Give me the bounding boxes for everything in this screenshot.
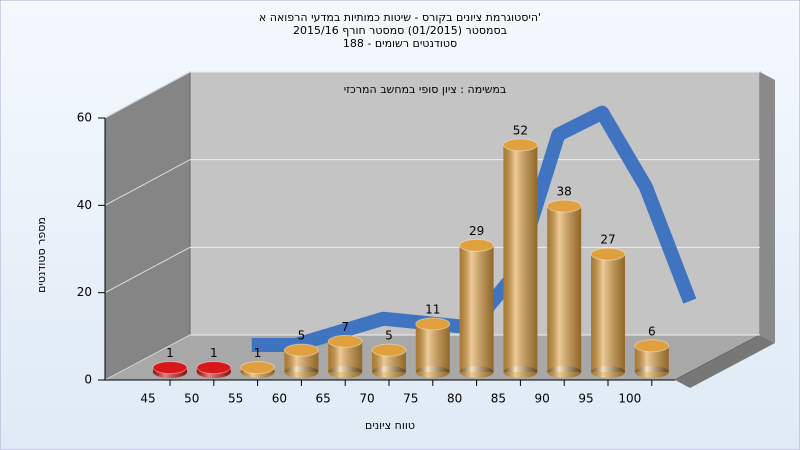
bar-shade	[372, 350, 406, 372]
x-tick-label: 65	[316, 392, 331, 406]
bar-shade	[415, 323, 450, 372]
grid-line	[104, 246, 191, 294]
bar	[371, 343, 407, 378]
bar-shade	[284, 350, 319, 372]
value-label: 29	[469, 224, 484, 238]
value-label: 1	[254, 346, 262, 360]
y-tick-label: 20	[77, 285, 92, 299]
bar-top	[590, 247, 626, 261]
value-label: 5	[385, 329, 393, 343]
bar	[546, 199, 582, 378]
bar-top	[283, 343, 319, 357]
x-tick-label: 85	[491, 392, 506, 406]
floor-edge	[675, 335, 775, 388]
x-tick-label: 90	[535, 392, 550, 406]
value-label: 1	[210, 346, 218, 360]
chart-title: סטודנטים רשומים - 188	[343, 37, 457, 50]
grid-line	[104, 334, 191, 381]
bar	[152, 361, 188, 378]
wall-edge	[760, 72, 775, 343]
bar	[590, 247, 626, 378]
bar	[327, 334, 363, 378]
bar-shade	[591, 254, 625, 372]
grid-line	[104, 71, 191, 119]
bar-top	[415, 317, 451, 331]
x-tick-label: 80	[447, 392, 462, 406]
y-tick-label: 0	[84, 373, 92, 387]
x-tick-label: 55	[228, 392, 243, 406]
bar	[502, 138, 538, 378]
chart-title: היסטוגרמת ציונים בקורס - שיטות כמותיות ב…	[259, 11, 541, 24]
left-wall	[104, 71, 191, 381]
bar-top	[634, 339, 670, 353]
bar-shade	[547, 206, 582, 372]
bar-shade	[459, 245, 494, 372]
bar-top	[502, 138, 538, 152]
bar	[196, 361, 232, 378]
x-axis-label: טווח ציונים	[365, 419, 415, 432]
chart-title: בסמסטר (01/2015) סמסטר חורף 2015/16	[293, 24, 507, 37]
x-tick-label: 60	[272, 392, 287, 406]
x-tick-label: 95	[578, 392, 593, 406]
bar-top	[546, 199, 582, 213]
bar	[240, 361, 276, 378]
bar-top	[240, 361, 276, 375]
value-label: 1	[166, 346, 174, 360]
chart-subtitle: במשימה : ציון סופי במחשב המרכזי	[344, 83, 507, 96]
x-tick-label: 100	[618, 392, 641, 406]
y-tick-label: 40	[77, 198, 92, 212]
x-tick-label: 70	[359, 392, 374, 406]
bar	[415, 317, 451, 378]
value-label: 6	[648, 324, 656, 338]
bar	[459, 238, 495, 378]
value-label: 27	[600, 233, 615, 247]
value-label: 7	[341, 320, 349, 334]
value-label: 11	[425, 302, 440, 316]
value-label: 5	[298, 329, 306, 343]
bar-top	[327, 334, 363, 348]
bar-top	[152, 361, 188, 375]
grid-line	[104, 159, 191, 206]
bar	[634, 339, 670, 378]
x-tick-label: 50	[184, 392, 199, 406]
bar	[283, 343, 319, 378]
x-tick-label: 75	[403, 392, 418, 406]
x-tick-label: 45	[140, 392, 155, 406]
y-axis-label: מספר סטודנטים	[35, 217, 48, 293]
bar-top	[371, 343, 407, 357]
bar-shade	[503, 144, 538, 372]
y-tick-label: 60	[77, 111, 92, 125]
bar-top	[459, 238, 495, 252]
value-label: 38	[557, 185, 572, 199]
bar-top	[196, 361, 232, 375]
value-label: 52	[513, 123, 528, 137]
